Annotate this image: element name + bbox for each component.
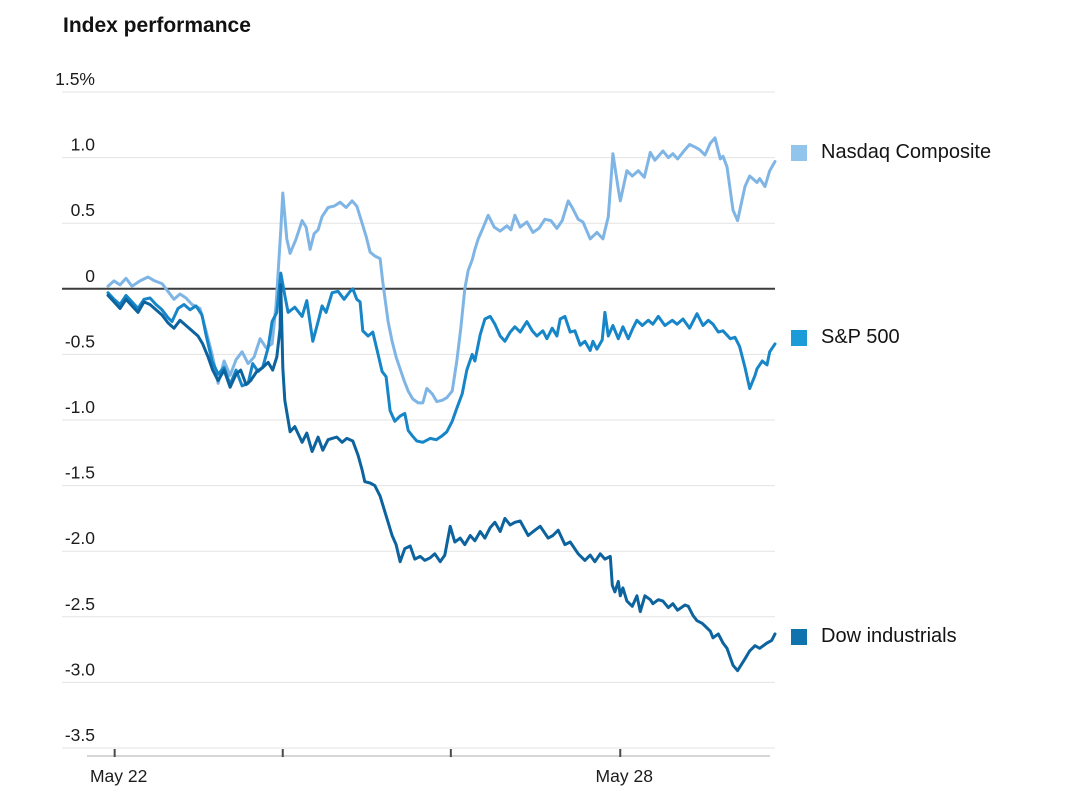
y-axis-tick-label: 0 [85, 266, 95, 286]
legend-label-dow: Dow industrials [821, 625, 957, 647]
legend-label-sp500: S&P 500 [821, 326, 900, 348]
x-axis-tick-label: May 28 [596, 766, 653, 786]
legend-item-sp500: S&P 500 [791, 326, 900, 349]
series-line-nasdaq-composite [106, 136, 777, 405]
legend-item-nasdaq: Nasdaq Composite [791, 141, 991, 164]
y-axis-tick-label: 1.0 [71, 135, 96, 155]
y-axis-tick-label: -2.5 [65, 594, 95, 614]
gridlines [62, 91, 775, 749]
series-line-s-p-500 [106, 271, 777, 444]
legend-item-dow: Dow industrials [791, 625, 957, 648]
y-axis-tick-label: -0.5 [65, 331, 95, 351]
x-axis-tick-label: May 22 [90, 766, 147, 786]
legend-label-nasdaq: Nasdaq Composite [821, 141, 992, 163]
legend-swatch-sp500 [791, 329, 807, 346]
y-axis-tick-label: -2.0 [65, 528, 95, 548]
y-axis-tick-label: -1.0 [65, 397, 95, 417]
chart-title: Index performance [63, 14, 251, 37]
legend-swatch-dow [791, 628, 807, 645]
y-axis-tick-label: -1.5 [65, 463, 95, 483]
y-axis-tick-label: -3.0 [65, 659, 95, 679]
y-axis-tick-label: -3.5 [65, 725, 95, 745]
y-axis-tick-label: 1.5% [55, 69, 95, 89]
legend-swatch-nasdaq [791, 144, 807, 161]
y-axis-tick-label: 0.5 [71, 200, 95, 220]
series-line-dow-industrials [106, 283, 777, 673]
